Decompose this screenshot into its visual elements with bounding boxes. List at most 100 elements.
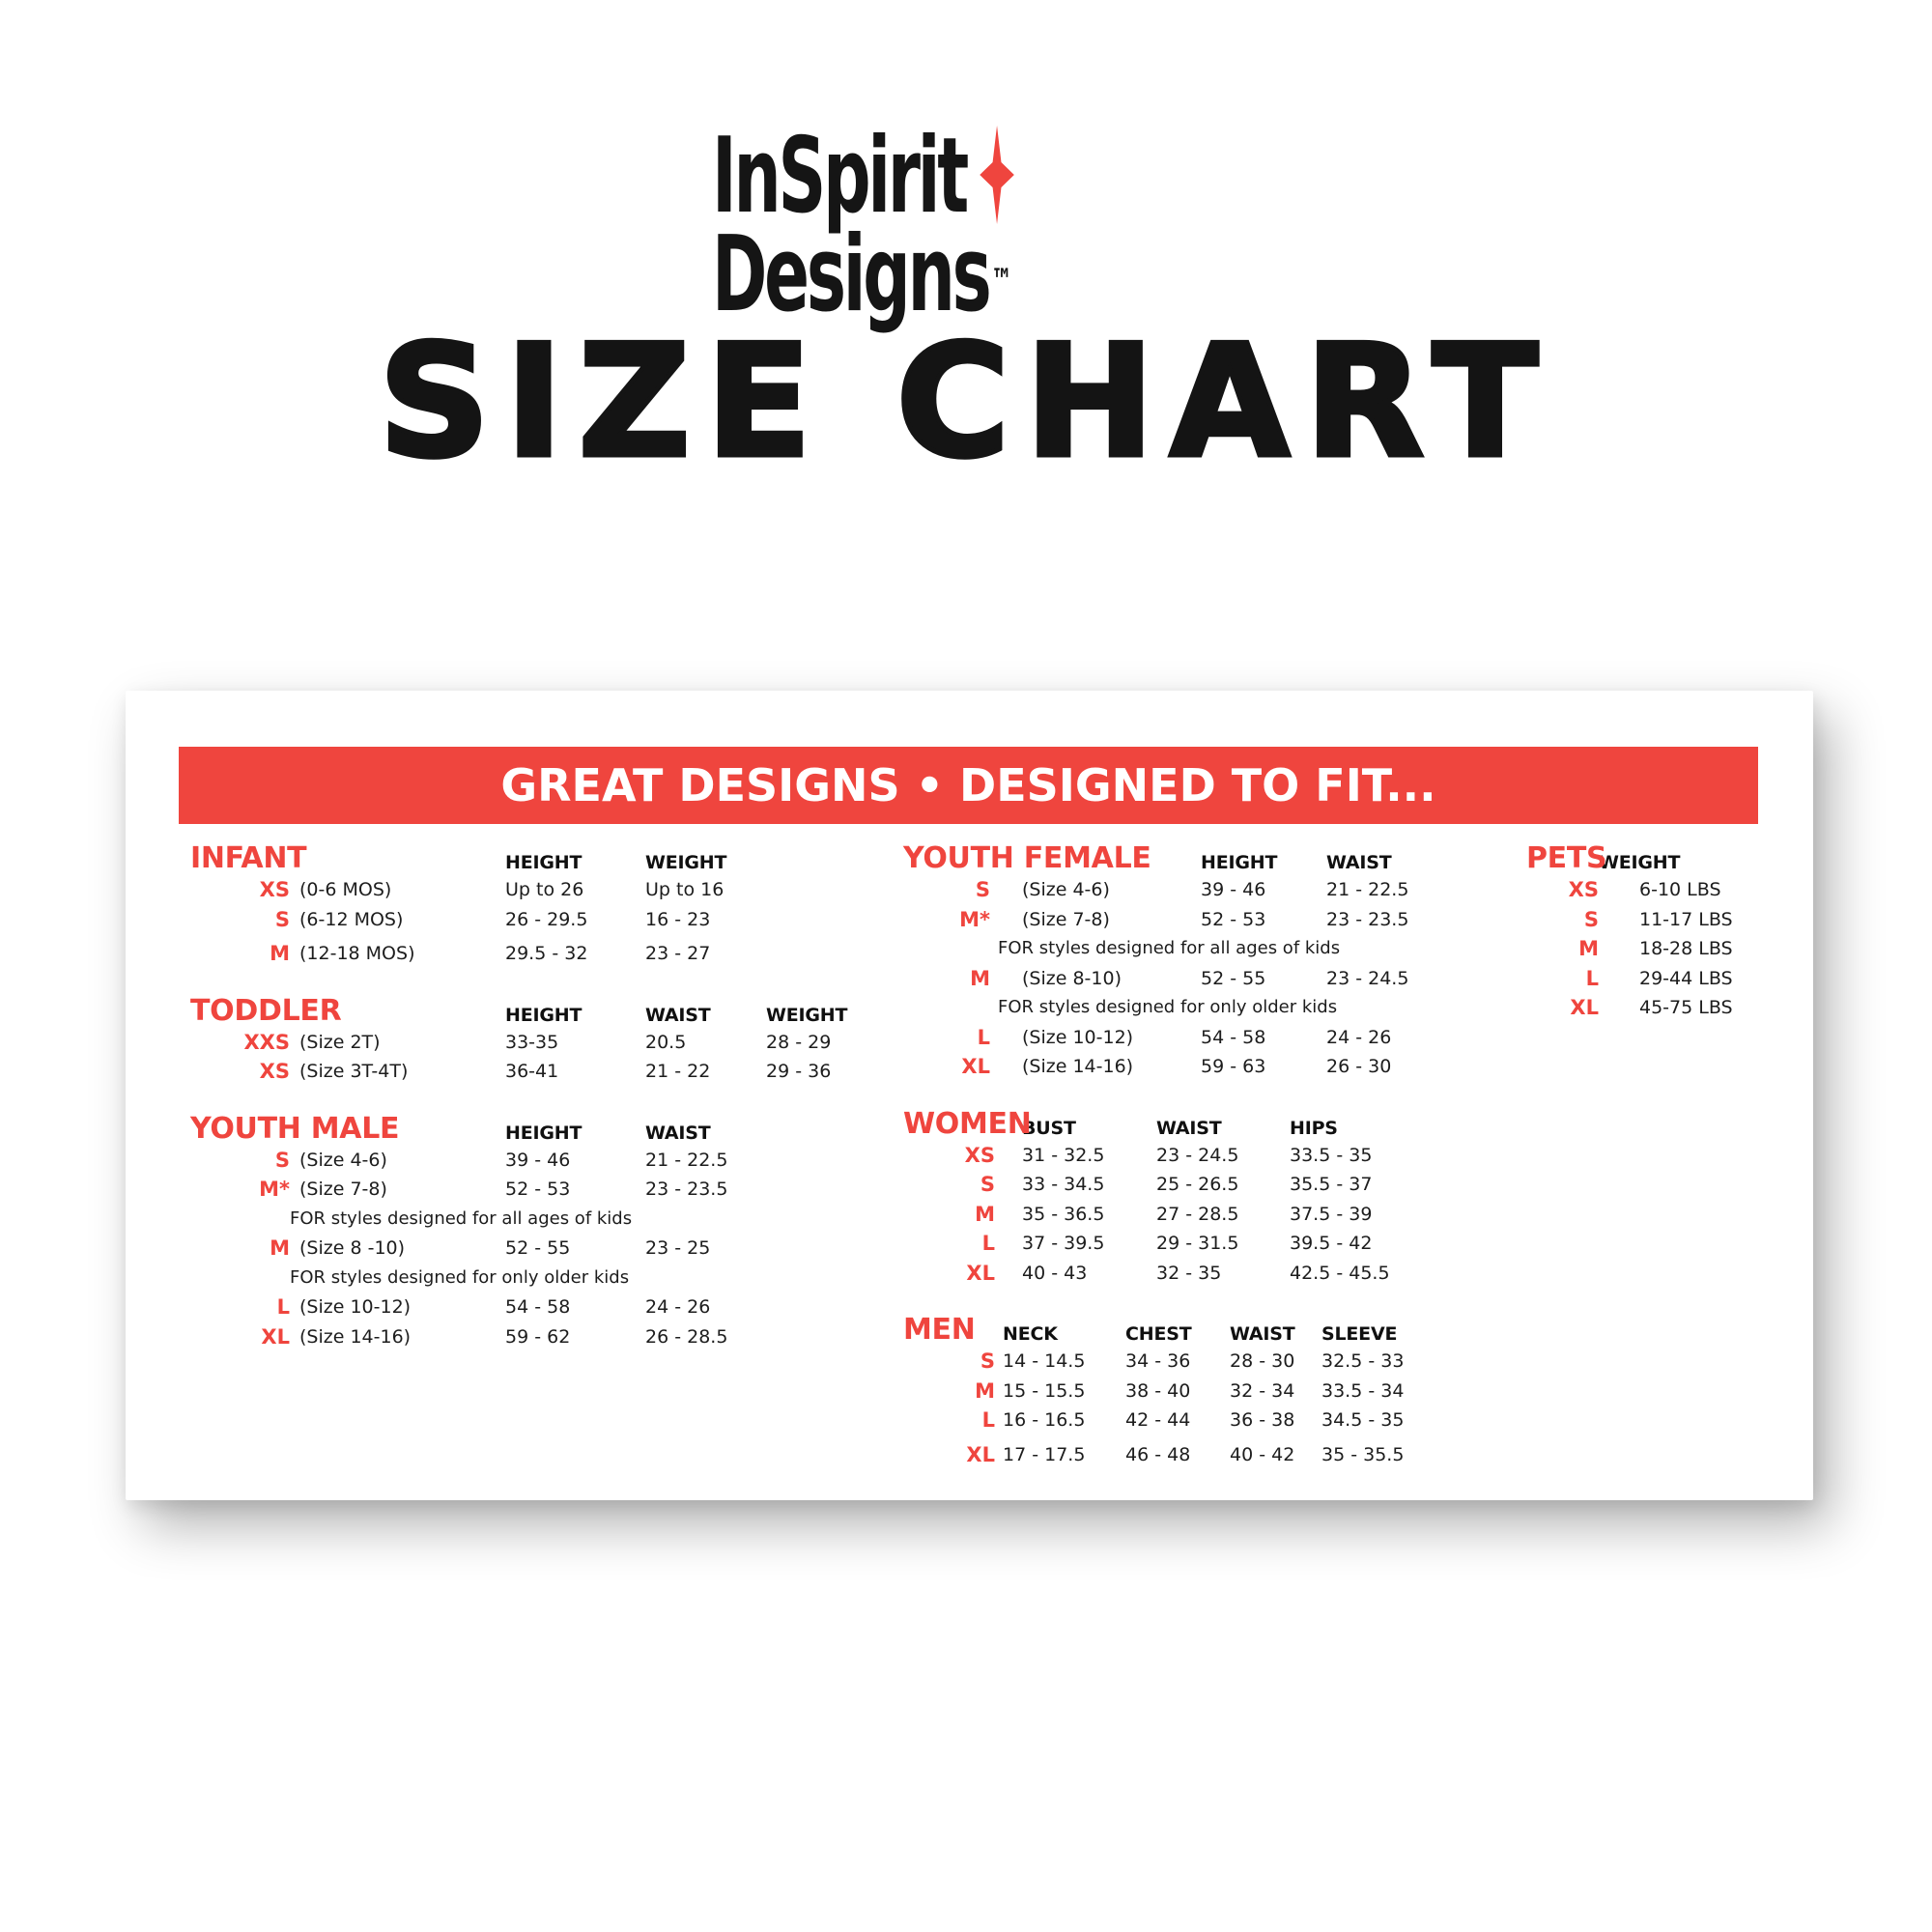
measurement-value: 23 - 24.5 [1326, 967, 1409, 989]
size-table-men: MEN NECK CHEST WAIST SLEEVE S 14 - 14.5 34 - 36… [903, 1308, 1526, 1469]
size-label: L [981, 1408, 995, 1432]
table-header-youth-female: YOUTH FEMALE HEIGHT WAIST [903, 837, 1526, 875]
table-row: M 35 - 36.5 27 - 28.5 37.5 - 39 [903, 1200, 1526, 1230]
size-table-youth-male: YOUTH MALE HEIGHT WAIST S (Size 4-6) 39 - 46 2… [190, 1107, 867, 1352]
table-row: S 14 - 14.5 34 - 36 28 - 30 32.5 - 33 [903, 1347, 1526, 1377]
size-table-toddler: TODDLER HEIGHT WAIST WEIGHT XXS (Size 2T) 33-3… [190, 989, 867, 1087]
size-description: (0-6 MOS) [299, 879, 392, 900]
size-label: M [975, 1378, 995, 1403]
measurement-value: 24 - 26 [1326, 1026, 1392, 1048]
table-row: S 11-17 LBS [1526, 905, 1806, 935]
measurement-value: 32 - 34 [1230, 1379, 1295, 1402]
measurement-value: 26 - 29.5 [505, 908, 588, 930]
section-title: WOMEN [903, 1106, 1032, 1141]
table-row: XS 31 - 32.5 23 - 24.5 33.5 - 35 [903, 1141, 1526, 1171]
size-description: (Size 8-10) [1022, 967, 1122, 989]
measurement-value: 35 - 36.5 [1022, 1203, 1105, 1225]
table-header-men: MEN NECK CHEST WAIST SLEEVE [903, 1308, 1526, 1347]
measurement-value: 39 - 46 [1201, 879, 1266, 900]
column-header: WEIGHT [645, 852, 727, 873]
size-label: XS [1568, 878, 1599, 901]
column-header: HIPS [1290, 1117, 1338, 1139]
measurement-value: 16 - 16.5 [1003, 1409, 1086, 1431]
measurement-value: 32.5 - 33 [1321, 1350, 1405, 1372]
table-row: M (Size 8-10) 52 - 55 23 - 24.5 [903, 964, 1526, 994]
measurement-value: 15 - 15.5 [1003, 1379, 1086, 1402]
size-label: XXS [243, 1030, 290, 1054]
size-label: XL [261, 1324, 290, 1349]
measurement-value: 37.5 - 39 [1290, 1203, 1373, 1225]
measurement-value: 40 - 42 [1230, 1443, 1295, 1465]
column-header: HEIGHT [505, 1004, 582, 1026]
size-description: (Size 10-12) [299, 1296, 412, 1318]
measurement-value: 29 - 31.5 [1156, 1233, 1239, 1254]
table-row: L 37 - 39.5 29 - 31.5 39.5 - 42 [903, 1229, 1526, 1259]
table-header-pets: PETS WEIGHT [1526, 837, 1806, 875]
logo-text-designs: Designs [712, 214, 992, 335]
table-row: L 16 - 16.5 42 - 44 36 - 38 34.5 - 35 [903, 1406, 1526, 1435]
size-label: M [975, 1202, 995, 1226]
table-row: L (Size 10-12) 54 - 58 24 - 26 [903, 1023, 1526, 1053]
size-label: L [981, 1232, 995, 1255]
size-chart-card: GREAT DESIGNS • DESIGNED TO FIT... INFAN… [126, 691, 1813, 1500]
measurement-value: 28 - 30 [1230, 1350, 1295, 1372]
measurement-value: 33.5 - 34 [1321, 1379, 1405, 1402]
column-header: SLEEVE [1321, 1323, 1398, 1345]
note-text: FOR styles designed for only older kids [290, 1266, 630, 1288]
banner-text: GREAT DESIGNS • DESIGNED TO FIT... [500, 759, 1436, 811]
table-header-toddler: TODDLER HEIGHT WAIST WEIGHT [190, 989, 867, 1028]
size-label: XL [1570, 996, 1599, 1019]
measurement-value: 46 - 48 [1125, 1443, 1191, 1465]
measurement-value: 37 - 39.5 [1022, 1233, 1105, 1254]
measurement-value: 42 - 44 [1125, 1409, 1191, 1431]
size-label: S [274, 907, 290, 931]
size-description: (12-18 MOS) [299, 943, 415, 964]
measurement-value: 36-41 [505, 1061, 559, 1082]
table-row: XL (Size 14-16) 59 - 63 26 - 30 [903, 1052, 1526, 1082]
column-header: WAIST [1326, 852, 1392, 873]
measurement-value: 42.5 - 45.5 [1290, 1262, 1390, 1284]
table-row: M 15 - 15.5 38 - 40 32 - 34 33.5 - 34 [903, 1377, 1526, 1406]
measurement-value: 33.5 - 35 [1290, 1144, 1373, 1166]
measurement-value: 24 - 26 [645, 1296, 711, 1318]
measurement-value: 33 - 34.5 [1022, 1174, 1105, 1195]
size-label: XL [966, 1261, 995, 1285]
table-row: XL (Size 14-16) 59 - 62 26 - 28.5 [190, 1322, 867, 1352]
size-label: S [980, 1350, 995, 1373]
measurement-value: 35 - 35.5 [1321, 1443, 1405, 1465]
size-label: S [274, 1148, 290, 1172]
table-row: XL 40 - 43 32 - 35 42.5 - 45.5 [903, 1259, 1526, 1289]
table-row: M (12-18 MOS) 29.5 - 32 23 - 27 [190, 934, 867, 969]
logo-line-1: InSpirit [712, 125, 1022, 229]
table-row: S (Size 4-6) 39 - 46 21 - 22.5 [903, 875, 1526, 905]
size-label: M [970, 966, 990, 990]
section-title: YOUTH MALE [190, 1111, 400, 1146]
measurement-value: 14 - 14.5 [1003, 1350, 1086, 1372]
table-header-youth-male: YOUTH MALE HEIGHT WAIST [190, 1107, 867, 1146]
measurement-value: 31 - 32.5 [1022, 1144, 1105, 1166]
table-row: M* (Size 7-8) 52 - 53 23 - 23.5 [190, 1175, 867, 1205]
size-label: L [1585, 966, 1599, 990]
size-label: M [270, 1236, 290, 1260]
measurement-value: 59 - 63 [1201, 1056, 1266, 1077]
measurement-value: 11-17 LBS [1639, 908, 1733, 930]
sparkle-star-icon [980, 126, 1014, 224]
page-title: SIZE CHART [376, 311, 1554, 492]
size-description: (Size 3T-4T) [299, 1061, 409, 1082]
table-row: XS (0-6 MOS) Up to 26 Up to 16 [190, 875, 867, 905]
size-table-youth-female: YOUTH FEMALE HEIGHT WAIST S (Size 4-6) 39 - 4… [903, 837, 1526, 1082]
size-description: (Size 4-6) [299, 1149, 387, 1171]
measurement-value: 23 - 25 [645, 1237, 711, 1259]
section-title: YOUTH FEMALE [903, 841, 1151, 875]
measurement-value: 34.5 - 35 [1321, 1409, 1405, 1431]
column-header: WAIST [1156, 1117, 1222, 1139]
column-header: WAIST [645, 1122, 711, 1144]
measurement-value: 29-44 LBS [1639, 967, 1733, 989]
measurement-value: 33-35 [505, 1031, 559, 1053]
column-header: NECK [1003, 1323, 1058, 1345]
section-title: INFANT [190, 841, 307, 875]
table-header-women: WOMEN BUST WAIST HIPS [903, 1102, 1526, 1141]
measurement-value: 35.5 - 37 [1290, 1174, 1373, 1195]
logo-line-2: Designs ™ [712, 214, 1022, 335]
column-header: WAIST [645, 1004, 711, 1026]
